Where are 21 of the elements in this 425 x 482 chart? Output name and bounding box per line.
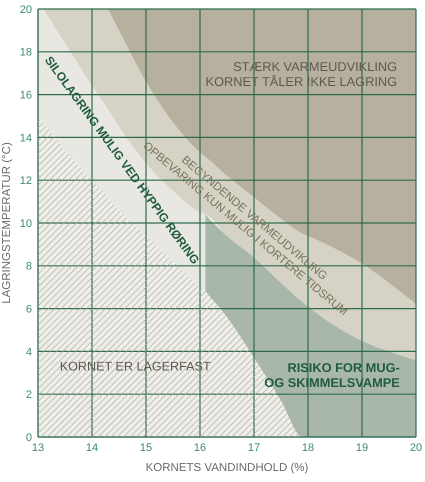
x-tick-label: 17 [248, 442, 260, 454]
y-axis-title: LAGRINGSTEMPERATUR (°C) [1, 142, 14, 304]
x-tick-label: 13 [32, 442, 44, 454]
x-tick-label: 20 [410, 442, 422, 454]
x-tick-label: 19 [356, 442, 368, 454]
y-tick-label: 18 [20, 46, 32, 59]
y-tick-label: 8 [26, 260, 32, 273]
y-tick-label: 2 [26, 389, 32, 402]
y-tick-label: 6 [26, 304, 32, 316]
y-tick-label: 10 [20, 218, 32, 230]
y-tick-label: 20 [20, 4, 32, 16]
x-tick-label: 14 [86, 442, 98, 454]
x-tick-label: 16 [194, 442, 206, 454]
x-tick-label: 15 [140, 442, 152, 454]
y-tick-label: 14 [20, 132, 32, 144]
y-tick-label: 16 [20, 90, 32, 102]
y-tick-label: 4 [26, 346, 32, 358]
x-tick-label: 18 [302, 442, 314, 454]
y-tick-label: 12 [20, 175, 32, 188]
y-tick-label: 0 [26, 432, 32, 444]
x-axis-title: KORNETS VANDINDHOLD (%) [146, 462, 309, 474]
